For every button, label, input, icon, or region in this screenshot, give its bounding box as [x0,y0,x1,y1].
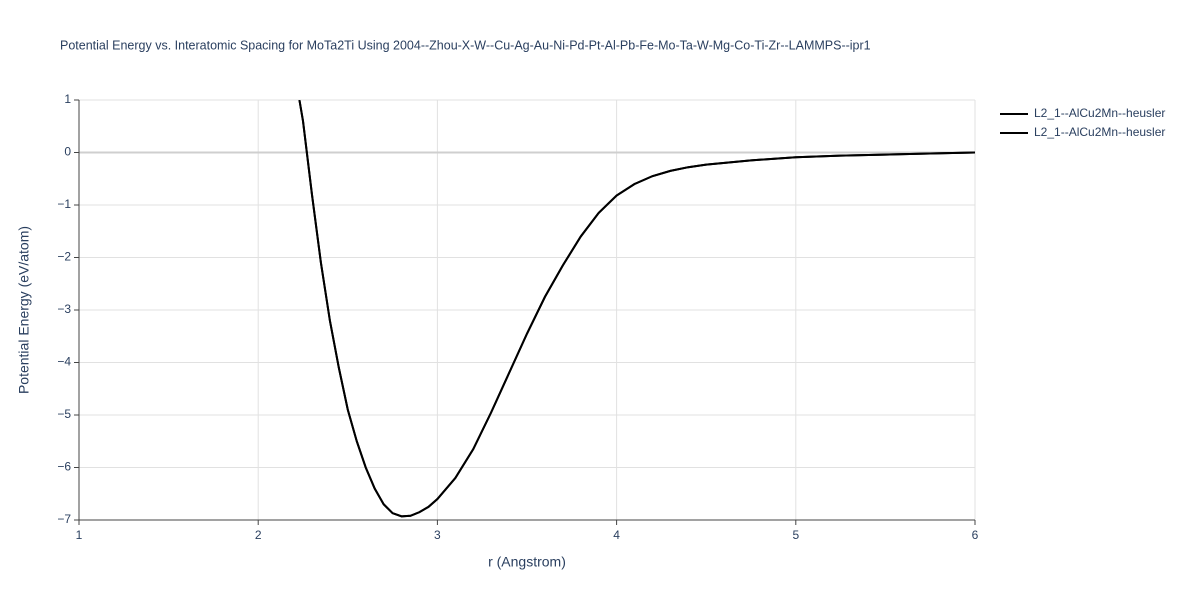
chart-title: Potential Energy vs. Interatomic Spacing… [60,38,871,52]
y-tick-label: −6 [57,460,71,474]
y-tick-label: −7 [57,512,71,526]
legend: L2_1--AlCu2Mn--heusler L2_1--AlCu2Mn--heu… [1000,106,1165,139]
x-tick-label: 6 [972,528,979,542]
y-tick-label: −2 [57,250,71,264]
x-tick-label: 2 [255,528,262,542]
x-axis-title: r (Angstrom) [488,554,566,570]
grid [78,99,976,521]
y-tick-label: −1 [57,197,71,211]
x-tick-label: 4 [613,528,620,542]
legend-label: L2_1--AlCu2Mn--heusler [1034,106,1165,120]
y-tick-label: −3 [57,302,71,316]
y-axis-title: Potential Energy (eV/atom) [16,226,32,394]
y-tick-label: −4 [57,355,71,369]
y-tick-label: 0 [64,145,71,159]
axes: 1 2 3 4 5 6 −7 −6 −5 −4 −3 −2 −1 0 1 [57,92,978,542]
y-tick-label: −5 [57,407,71,421]
x-tick-label: 5 [792,528,799,542]
plot-area [298,100,975,518]
data-line [298,100,975,518]
y-tick-label: 1 [64,92,71,106]
data-line [298,100,975,518]
x-tick-label: 1 [76,528,83,542]
x-tick-label: 3 [434,528,441,542]
legend-label: L2_1--AlCu2Mn--heusler [1034,125,1165,139]
